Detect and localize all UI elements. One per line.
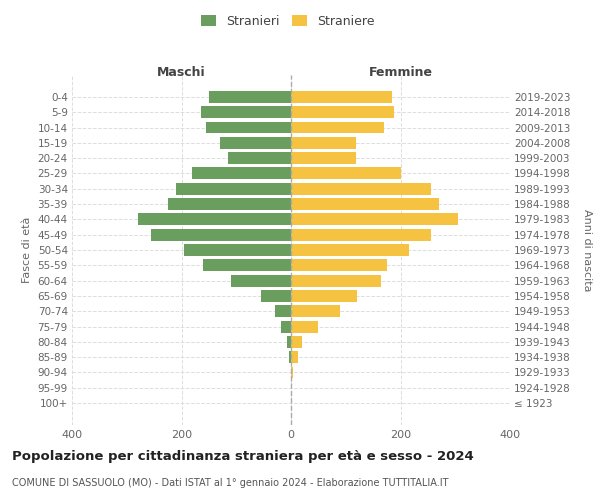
Text: Femmine: Femmine <box>368 66 433 78</box>
Bar <box>291 228 431 240</box>
Bar <box>176 183 291 194</box>
Bar <box>289 351 291 363</box>
Bar <box>291 260 387 272</box>
Bar <box>291 168 401 179</box>
Bar <box>291 306 340 317</box>
Bar <box>291 137 356 149</box>
Text: COMUNE DI SASSUOLO (MO) - Dati ISTAT al 1° gennaio 2024 - Elaborazione TUTTITALI: COMUNE DI SASSUOLO (MO) - Dati ISTAT al … <box>12 478 449 488</box>
Bar <box>291 214 458 226</box>
Bar <box>231 274 291 286</box>
Bar <box>291 198 439 210</box>
Bar <box>206 122 291 134</box>
Bar <box>291 320 319 332</box>
Bar <box>291 244 409 256</box>
Bar <box>291 336 302 348</box>
Bar <box>228 152 291 164</box>
Bar <box>291 366 293 378</box>
Bar <box>291 274 382 286</box>
Bar <box>184 244 291 256</box>
Bar <box>137 214 291 226</box>
Bar <box>275 306 291 317</box>
Bar <box>151 228 291 240</box>
Text: Popolazione per cittadinanza straniera per età e sesso - 2024: Popolazione per cittadinanza straniera p… <box>12 450 474 463</box>
Text: Maschi: Maschi <box>157 66 206 78</box>
Bar <box>281 320 291 332</box>
Y-axis label: Anni di nascita: Anni di nascita <box>582 208 592 291</box>
Bar <box>291 106 394 118</box>
Bar <box>193 168 291 179</box>
Bar <box>291 91 392 103</box>
Bar <box>291 152 356 164</box>
Bar <box>220 137 291 149</box>
Bar <box>261 290 291 302</box>
Legend: Stranieri, Straniere: Stranieri, Straniere <box>197 11 379 32</box>
Bar <box>291 122 384 134</box>
Bar <box>291 351 298 363</box>
Bar <box>287 336 291 348</box>
Y-axis label: Fasce di età: Fasce di età <box>22 217 32 283</box>
Bar <box>168 198 291 210</box>
Bar <box>291 183 431 194</box>
Bar <box>203 260 291 272</box>
Bar <box>209 91 291 103</box>
Bar <box>291 290 357 302</box>
Bar <box>200 106 291 118</box>
